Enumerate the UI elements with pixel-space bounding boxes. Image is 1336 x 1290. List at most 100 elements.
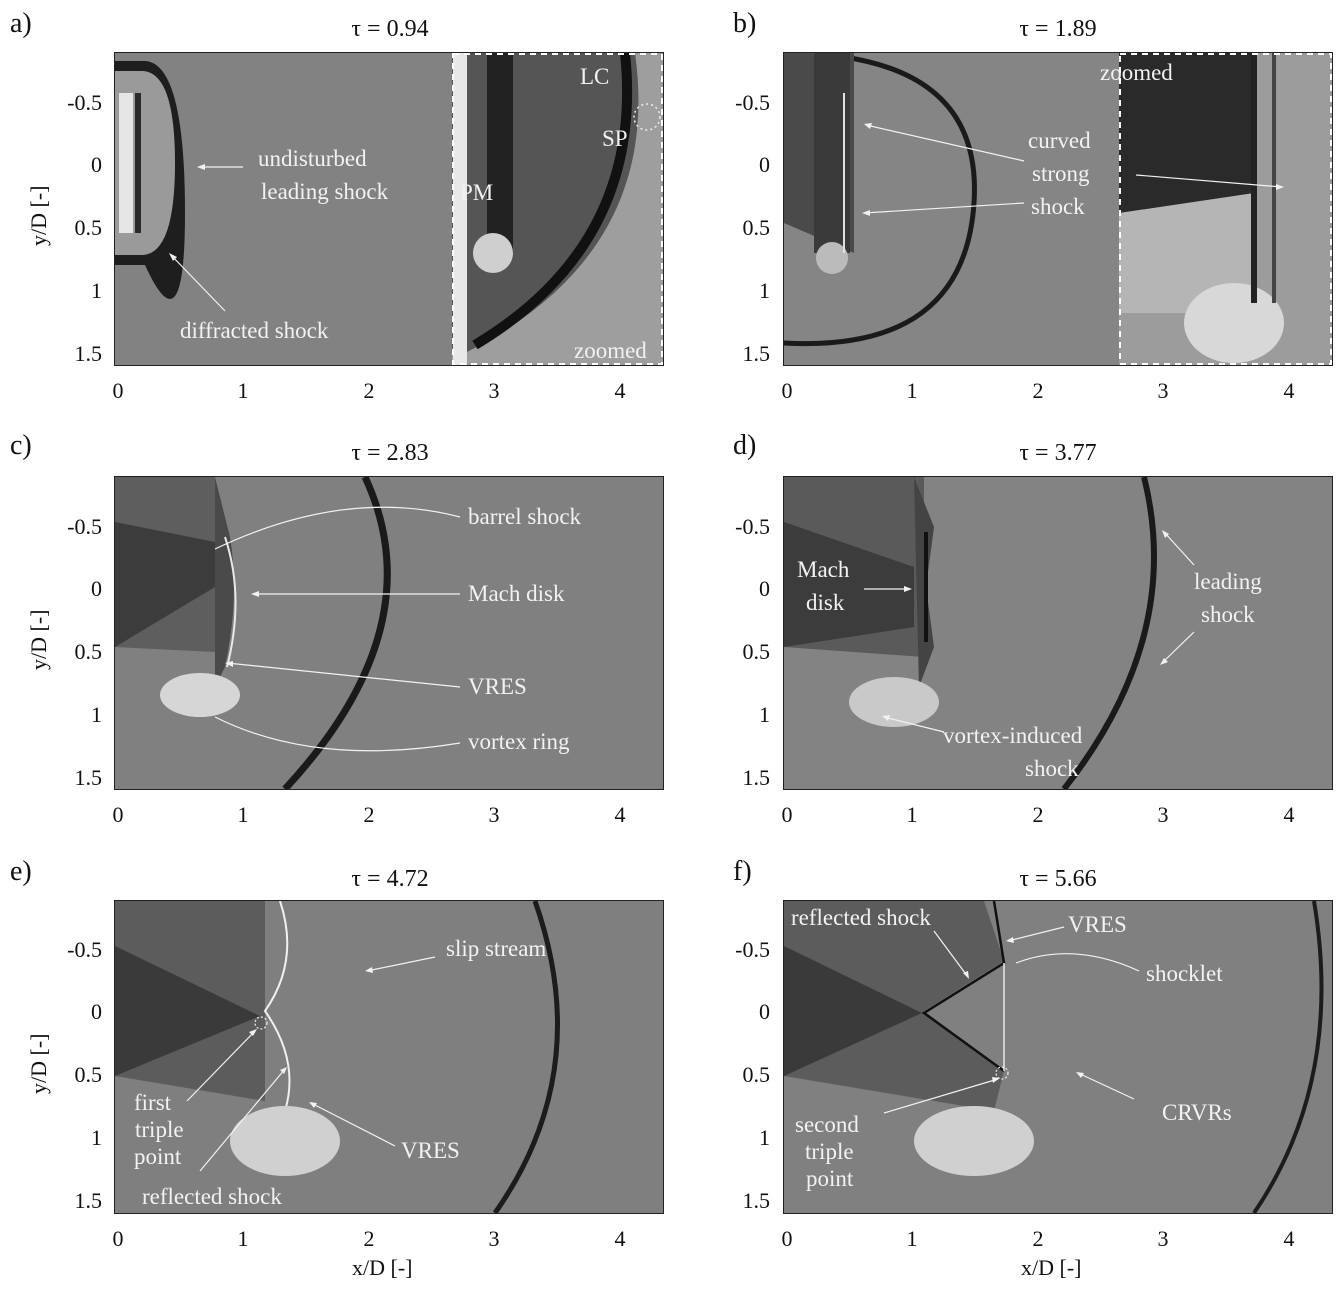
panel-letter-a: a) (10, 8, 32, 39)
annotation-second: second (795, 1112, 859, 1137)
schlieren-image-d (783, 476, 1333, 790)
annotation-leading-shock: leading shock (261, 179, 389, 204)
schlieren-image-b (783, 52, 1333, 366)
ytick: 0.5 (74, 1062, 103, 1087)
ytick: 0.5 (74, 639, 103, 664)
ytick: 0 (91, 576, 102, 601)
annotation-point: point (134, 1144, 182, 1169)
ytick: 1.5 (742, 1188, 771, 1213)
panel-title-e: τ = 4.72 (351, 866, 429, 892)
xtick: 3 (488, 1226, 500, 1251)
ytick: 1 (91, 278, 102, 303)
ytick: 0.5 (742, 639, 771, 664)
xtick: 0 (781, 378, 793, 403)
ytick: -0.5 (67, 514, 102, 539)
ytick: 0.5 (742, 215, 771, 240)
xtick: 0 (112, 802, 124, 827)
xtick: 3 (488, 802, 500, 827)
schlieren-image-f (783, 900, 1333, 1214)
ytick: 1.5 (742, 765, 771, 790)
xtick: 4 (614, 802, 626, 827)
x-axis-label-e: x/D [-] (352, 1255, 413, 1280)
annotation-disk: disk (806, 590, 845, 615)
ytick: 0.5 (742, 1062, 771, 1087)
annotation-sp: SP (602, 126, 628, 151)
ytick: -0.5 (735, 937, 770, 962)
ytick: 1 (759, 278, 770, 303)
xtick: 2 (363, 1226, 375, 1251)
annotation-reflected-shock: reflected shock (791, 905, 931, 930)
annotation-pm: PM (460, 180, 494, 205)
panel-title-b: τ = 1.89 (1019, 16, 1097, 42)
xtick: 1 (237, 1226, 249, 1251)
schlieren-image-a (114, 52, 664, 366)
xtick: 4 (614, 378, 626, 403)
xtick: 2 (363, 802, 375, 827)
ytick: -0.5 (67, 90, 102, 115)
annotation-shock: shock (1031, 194, 1085, 219)
annotation-triple: triple (135, 1117, 184, 1142)
ytick: -0.5 (67, 937, 102, 962)
xtick: 1 (906, 802, 918, 827)
xtick: 3 (488, 378, 500, 403)
xtick: 1 (237, 802, 249, 827)
ytick: 0 (91, 999, 102, 1024)
xtick: 0 (781, 1226, 793, 1251)
annotation-vortex-induced: vortex-induced (943, 723, 1083, 748)
xtick: 2 (1032, 802, 1044, 827)
schlieren-image-e (114, 900, 664, 1214)
xtick: 2 (1032, 378, 1044, 403)
x-axis-label-f: x/D [-] (1021, 1255, 1082, 1280)
xtick: 4 (1283, 378, 1295, 403)
xtick: 4 (1283, 1226, 1295, 1251)
panel-letter-b: b) (733, 8, 757, 39)
ytick: 1.5 (742, 341, 771, 366)
xtick: 3 (1157, 378, 1169, 403)
xtick: 1 (237, 378, 249, 403)
schlieren-image-c (114, 476, 664, 790)
xtick: 0 (112, 1226, 124, 1251)
ytick: 1 (91, 702, 102, 727)
annotation-vortex-ring: vortex ring (468, 729, 570, 754)
xtick: 2 (363, 378, 375, 403)
annotation-strong: strong (1032, 161, 1090, 186)
annotation-vortex-shock: shock (1025, 756, 1079, 781)
xtick: 3 (1157, 1226, 1169, 1251)
xtick: 4 (1283, 802, 1295, 827)
annotation-vres: VRES (468, 674, 527, 699)
panel-title-f: τ = 5.66 (1019, 866, 1097, 892)
annotation-zoomed: zoomed (1100, 60, 1173, 85)
annotation-mach: Mach (797, 557, 850, 582)
xtick: 1 (906, 1226, 918, 1251)
annotation-leading: leading (1194, 569, 1262, 594)
annotation-diffracted-shock: diffracted shock (180, 318, 329, 343)
xtick: 1 (906, 378, 918, 403)
annotation-undisturbed: undisturbed (258, 146, 367, 171)
panel-title-d: τ = 3.77 (1019, 440, 1097, 466)
panel-title-c: τ = 2.83 (351, 440, 429, 466)
annotation-crvrs: CRVRs (1162, 1100, 1232, 1125)
annotation-mach-disk: Mach disk (468, 581, 565, 606)
annotation-shocklet: shocklet (1146, 961, 1223, 986)
ytick: 1 (759, 702, 770, 727)
ytick: 0.5 (74, 215, 103, 240)
ytick: 1.5 (74, 1188, 103, 1213)
ytick: 1 (759, 1125, 770, 1150)
ytick: 0 (91, 152, 102, 177)
ytick: 0 (759, 576, 770, 601)
annotation-point: point (806, 1166, 854, 1191)
annotation-zoomed: zoomed (574, 338, 647, 363)
annotation-vres: VRES (1068, 912, 1127, 937)
xtick: 2 (1032, 1226, 1044, 1251)
ytick: -0.5 (735, 514, 770, 539)
ytick: 1.5 (74, 341, 103, 366)
annotation-first: first (134, 1090, 172, 1115)
annotation-reflected-shock: reflected shock (142, 1184, 282, 1209)
ytick: 1.5 (74, 765, 103, 790)
annotation-slip-stream: slip stream (446, 936, 547, 961)
annotation-lc: LC (580, 64, 610, 89)
xtick: 3 (1157, 802, 1169, 827)
xtick: 0 (112, 378, 124, 403)
ytick: 0 (759, 152, 770, 177)
panel-letter-d: d) (733, 430, 757, 461)
